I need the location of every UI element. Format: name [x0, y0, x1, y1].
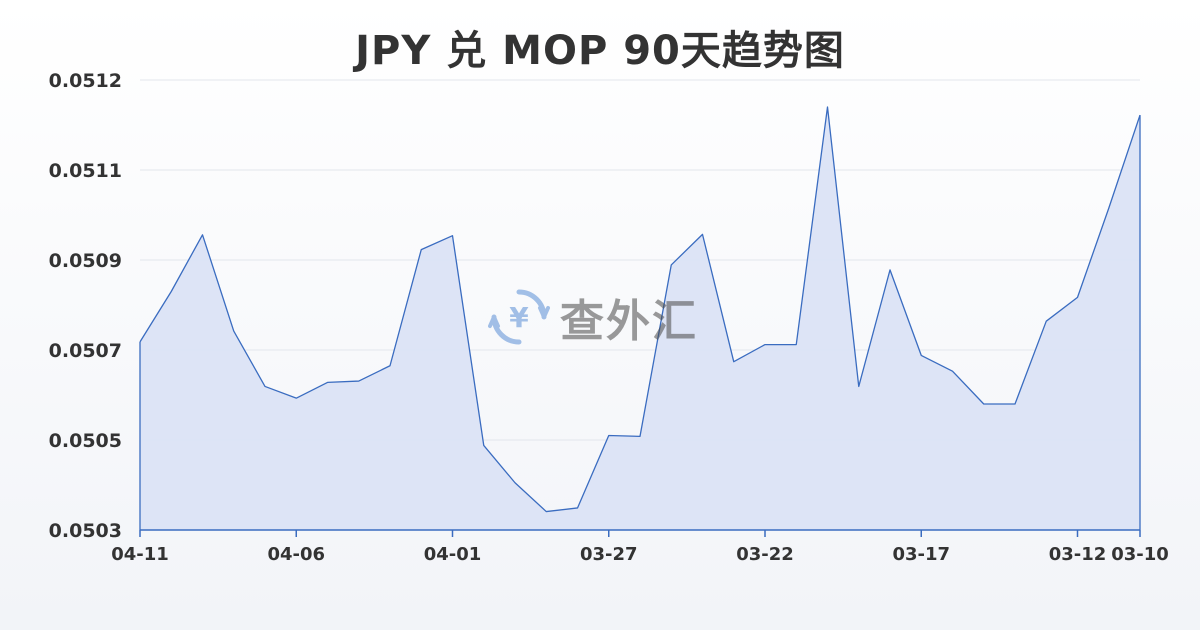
- x-tick-label: 03-17: [892, 544, 950, 565]
- series-line: [139, 106, 1141, 513]
- x-tick-label: 04-06: [267, 544, 325, 565]
- y-axis-ticks: 0.0512 0.0511 0.0509 0.0507 0.0505 0.0503: [49, 70, 122, 542]
- y-tick-label: 0.0512: [49, 70, 122, 92]
- y-tick-label: 0.0509: [49, 250, 122, 272]
- area-fill: [140, 107, 1140, 530]
- series-area: [139, 106, 1141, 530]
- x-tick-label: 03-22: [736, 544, 794, 565]
- y-tick-label: 0.0511: [49, 160, 122, 182]
- x-tick-label: 03-10: [1111, 544, 1169, 565]
- yen-exchange-icon: ¥: [488, 289, 550, 345]
- y-tick-label: 0.0503: [49, 520, 122, 542]
- y-tick-label: 0.0505: [49, 430, 122, 452]
- watermark-text: 查外汇: [560, 296, 698, 347]
- x-tick-label: 03-27: [580, 544, 638, 565]
- x-axis-ticks: 04-11 04-06 04-01 03-27 03-22 03-17 03-12 03-10: [111, 530, 1169, 565]
- x-tick-label: 04-01: [424, 544, 482, 565]
- yen-symbol: ¥: [509, 301, 529, 334]
- grid-lines: [140, 79, 1140, 441]
- chart-title: JPY 兑 MOP 90天趋势图: [355, 28, 845, 74]
- x-tick-label: 04-11: [111, 544, 169, 565]
- y-tick-label: 0.0507: [49, 340, 122, 362]
- x-tick-label: 03-12: [1049, 544, 1107, 565]
- watermark: ¥ 查外汇: [488, 285, 698, 349]
